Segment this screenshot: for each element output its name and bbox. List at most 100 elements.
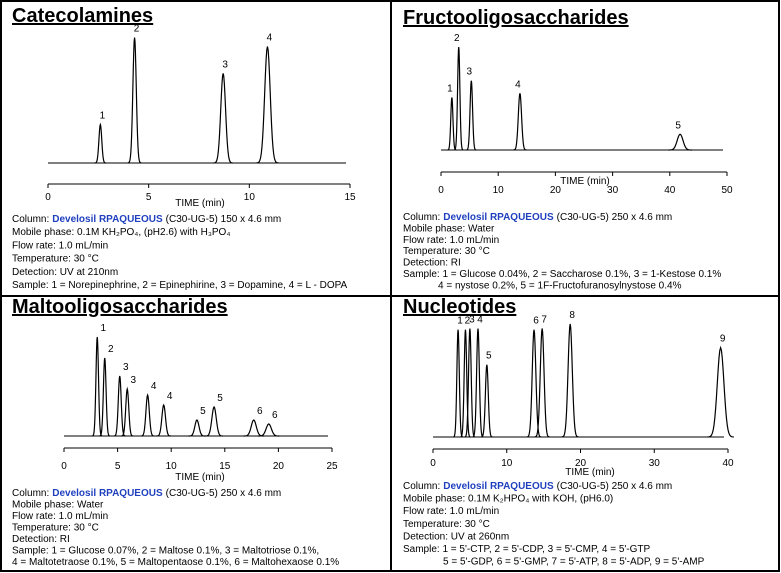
peak-label: 1 <box>447 84 453 95</box>
condition: Detection: UV at 260nm <box>403 531 509 542</box>
column-note: Column: Develosil RPAQUEOUS (C30-UG-5) 250… <box>403 481 672 492</box>
sample-note: 4 = Maltotetraose 0.1%, 5 = Maltopentaos… <box>12 557 339 568</box>
condition: Flow rate: 1.0 mL/min <box>403 506 499 517</box>
peak-label: 3 <box>469 315 475 326</box>
peak <box>513 93 527 151</box>
condition: Detection: UV at 210nm <box>12 267 118 278</box>
sample-note: Sample: 1 = 5'-CTP, 2 = 5'-CDP, 3 = 5'-C… <box>403 544 651 555</box>
peak-label: 9 <box>720 334 726 345</box>
peak <box>472 328 484 438</box>
x-tick-label: 0 <box>430 458 436 469</box>
peak <box>99 357 111 437</box>
x-axis-label: TIME (min) <box>175 472 224 483</box>
x-axis-label: TIME (min) <box>560 176 609 187</box>
product-name: Develosil RPAQUEOUS <box>52 488 163 499</box>
peak-label: 3 <box>123 362 129 373</box>
peak <box>92 336 103 437</box>
condition: Flow rate: 1.0 mL/min <box>12 240 108 251</box>
peak-label: 6 <box>257 406 263 417</box>
condition: Temperature: 30 °C <box>403 519 490 530</box>
chart-title: Maltooligosaccharides <box>12 296 228 318</box>
chart-title: Nucleotides <box>403 296 516 318</box>
x-tick-label: 30 <box>607 185 619 196</box>
sample-note: Sample: 1 = Norepinephrine, 2 = Epinephi… <box>12 280 348 291</box>
x-tick-label: 40 <box>722 458 734 469</box>
condition: Temperature: 30 °C <box>12 523 99 534</box>
x-tick-label: 30 <box>649 458 661 469</box>
peak <box>188 419 206 437</box>
peak <box>453 329 463 438</box>
column-spec: (C30-UG-5) 150 x 4.6 mm <box>166 214 282 225</box>
x-tick-label: 10 <box>244 192 256 203</box>
column-label: Column: <box>403 481 440 492</box>
x-tick-label: 10 <box>493 185 505 196</box>
x-tick-label: 15 <box>344 192 356 203</box>
x-tick-label: 0 <box>61 461 67 472</box>
peak <box>205 405 223 437</box>
peak <box>464 328 476 438</box>
peak <box>460 329 471 438</box>
condition: Mobile phase: 0.1M KH₂PO₄, (pH2.6) with … <box>12 227 230 238</box>
peak <box>526 329 542 438</box>
x-tick-label: 0 <box>438 185 444 196</box>
column-spec: (C30-UG-5) 250 x 4.6 mm <box>557 212 673 223</box>
x-tick-label: 50 <box>721 185 733 196</box>
x-tick-label: 5 <box>146 192 152 203</box>
x-tick-label: 15 <box>219 461 231 472</box>
x-tick-label: 20 <box>575 458 587 469</box>
peak-label: 8 <box>569 310 575 321</box>
peak-label: 5 <box>675 120 681 131</box>
sample-note: 5 = 5'-GDP, 6 = 5'-GMP, 7 = 5'-ATP, 8 = … <box>443 557 705 568</box>
condition: Detection: RI <box>403 258 461 269</box>
peak <box>561 323 579 438</box>
condition: Temperature: 30 °C <box>403 246 490 257</box>
condition: Temperature: 30 °C <box>12 254 99 265</box>
peak-label: 4 <box>151 381 157 392</box>
peak <box>534 328 550 438</box>
column-note: Column: Develosil RPAQUEOUS (C30-UG-5) 250… <box>403 212 672 223</box>
x-tick-label: 5 <box>115 461 121 472</box>
product-name: Develosil RPAQUEOUS <box>443 481 554 492</box>
peak-label: 4 <box>167 391 173 402</box>
peak <box>113 375 126 437</box>
peak-label: 7 <box>541 315 547 326</box>
x-tick-label: 10 <box>166 461 178 472</box>
peak-label: 3 <box>222 59 228 70</box>
peak <box>127 37 142 164</box>
peak-label: 4 <box>267 33 273 44</box>
peak-label: 4 <box>515 79 521 90</box>
peak <box>466 80 477 151</box>
peak-label: 1 <box>457 316 463 327</box>
peak <box>94 122 107 164</box>
x-tick-label: 10 <box>501 458 513 469</box>
sample-note: 4 = nystose 0.2%, 5 = 1F-Fructofuranosyl… <box>438 280 682 291</box>
peak-label: 2 <box>134 24 140 35</box>
peak-label: 2 <box>465 316 471 327</box>
column-note: Column: Develosil RPAQUEOUS (C30-UG-5) 250… <box>12 488 281 499</box>
x-tick-label: 20 <box>550 185 562 196</box>
peak <box>454 47 464 151</box>
peak-label: 3 <box>467 67 473 78</box>
peak-label: 5 <box>486 351 492 362</box>
peak-label: 3 <box>130 375 136 386</box>
peak <box>156 403 171 437</box>
x-axis-label: TIME (min) <box>175 198 224 209</box>
x-tick-label: 40 <box>664 185 676 196</box>
peak <box>668 133 692 151</box>
peak-label: 6 <box>533 316 539 327</box>
peak <box>121 386 134 437</box>
peak <box>243 419 264 437</box>
column-label: Column: <box>12 488 49 499</box>
sample-note: Sample: 1 = Glucose 0.07%, 2 = Maltose 0… <box>12 546 319 557</box>
product-name: Develosil RPAQUEOUS <box>52 214 163 225</box>
chart-title: Fructooligosaccharides <box>403 7 629 29</box>
column-label: Column: <box>12 214 49 225</box>
column-note: Column: Develosil RPAQUEOUS (C30-UG-5) 150… <box>12 214 281 225</box>
peak <box>256 46 279 164</box>
condition: Mobile phase: 0.1M K₂HPO₄ with KOH, (pH6… <box>403 494 613 505</box>
condition: Mobile phase: Water <box>403 223 495 234</box>
condition: Flow rate: 1.0 mL/min <box>12 511 108 522</box>
peak-label: 1 <box>100 111 106 122</box>
peak <box>258 423 280 437</box>
